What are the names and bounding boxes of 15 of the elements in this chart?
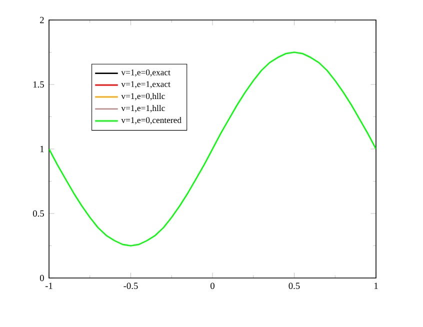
y-tick-label: 2 [40,16,44,24]
x-tick-label: 0.5 [288,282,300,290]
x-tick-label: 1 [374,282,378,289]
legend-label: v=1,e=1,exact [121,81,170,88]
x-tick-label: 0 [210,282,214,289]
y-tick-label: 1 [40,146,44,152]
legend-label: v=1,e=0,centered [121,116,182,124]
legend-label: v=1,e=0,exact [121,69,170,77]
x-tick-label: -0.5 [124,282,138,290]
y-tick-label: 0.5 [32,210,44,217]
legend-label: v=1,e=0,hllc [121,92,165,100]
legend-label: v=1,e=1,hllc [121,104,165,112]
x-tick-label: -1 [45,282,52,289]
y-tick-label: 0 [40,274,44,282]
y-tick-label: 1.5 [33,81,44,88]
